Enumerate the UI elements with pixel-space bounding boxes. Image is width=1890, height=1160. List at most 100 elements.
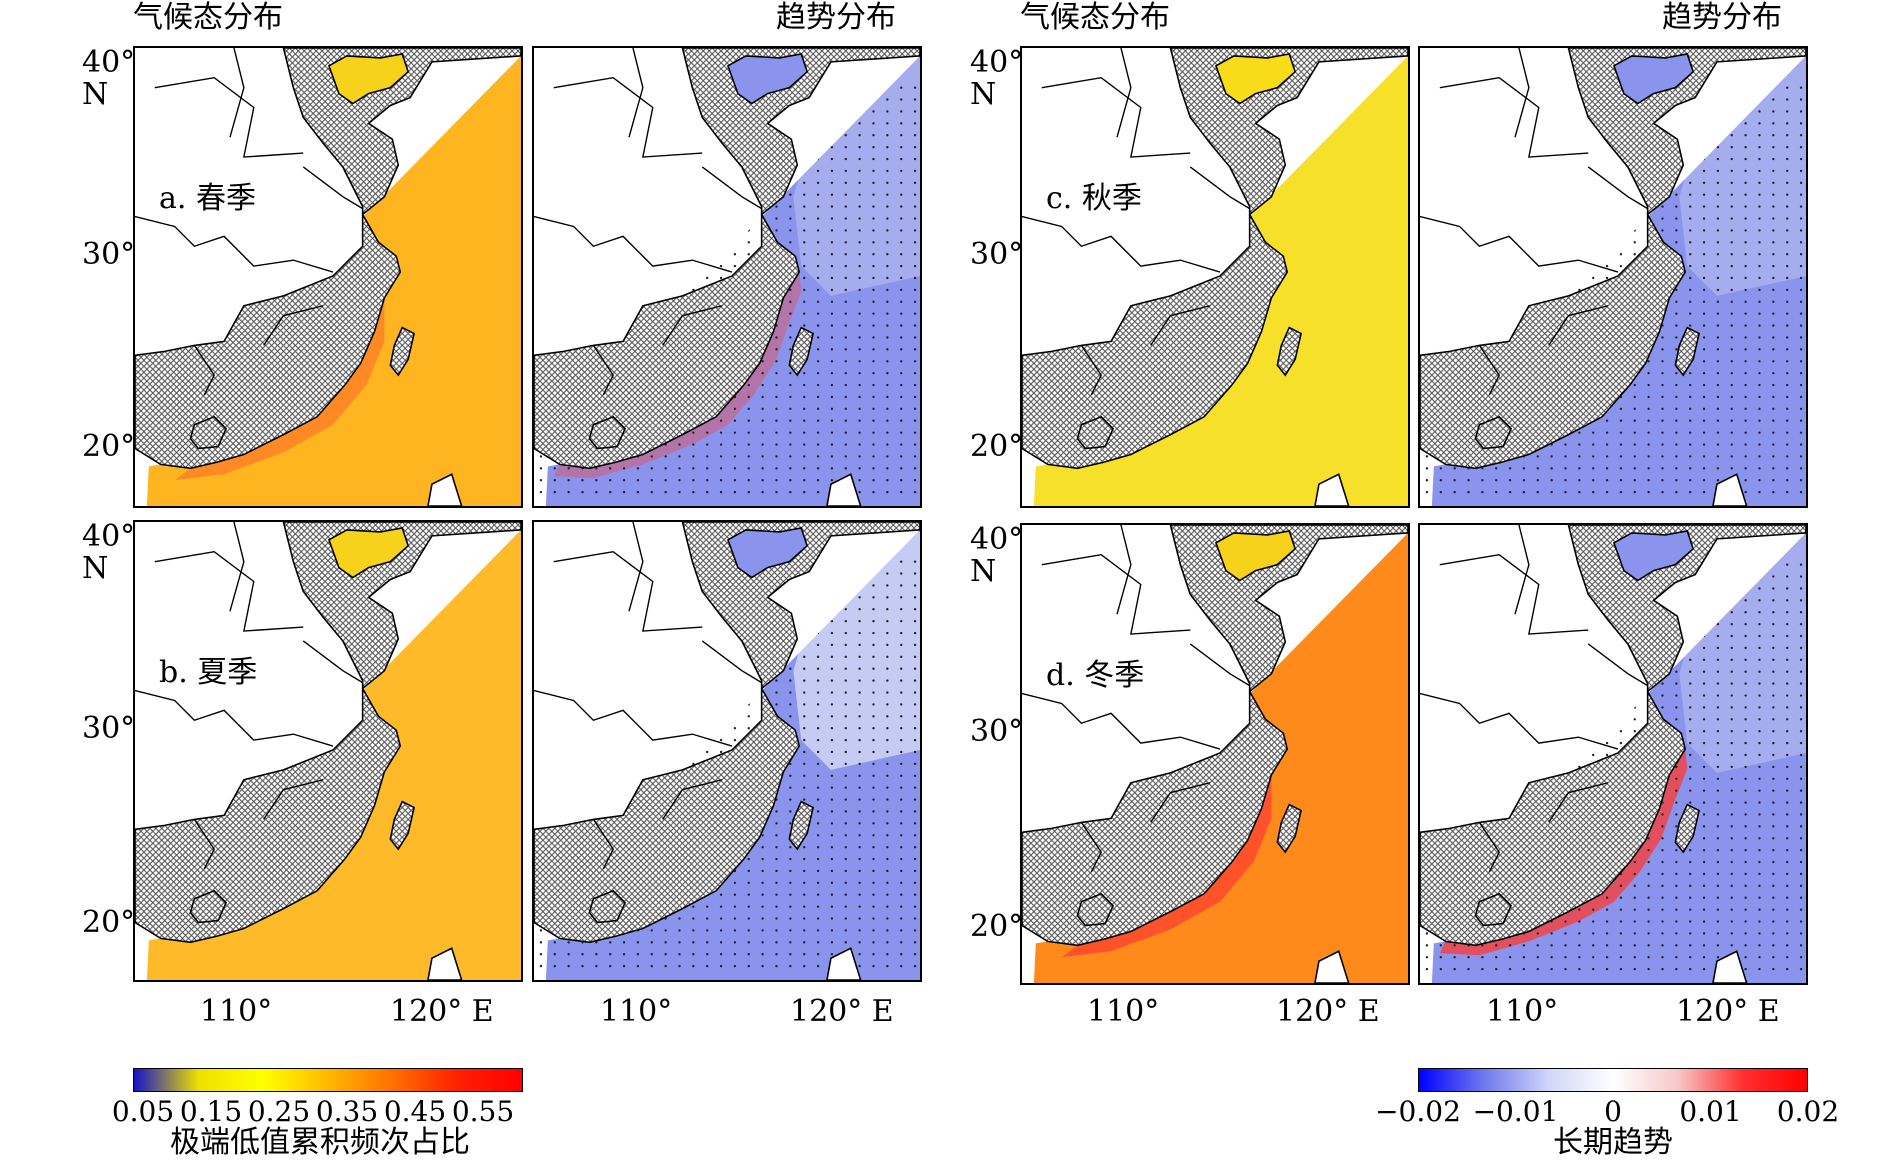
significance-dot (1730, 395, 1733, 399)
significance-dot (1772, 145, 1775, 149)
significance-dot (1702, 181, 1706, 185)
significance-dot (803, 455, 806, 458)
significance-dot (609, 490, 612, 494)
significance-dot (1744, 122, 1747, 125)
significance-dot (913, 727, 917, 730)
significance-dot (872, 455, 875, 458)
significance-dot (1744, 300, 1747, 303)
significance-dot (761, 360, 764, 363)
significance-dot (830, 324, 834, 327)
significance-dot (900, 845, 903, 849)
significance-dot (816, 264, 820, 268)
significance-dot (830, 655, 834, 659)
significance-dot (830, 834, 834, 837)
significance-dot (858, 419, 861, 422)
significance-dot (1689, 884, 1692, 888)
significance-dot (1799, 813, 1803, 816)
significance-dot (1689, 264, 1692, 268)
significance-dot (1702, 825, 1706, 828)
significance-dot (900, 703, 903, 706)
significance-dot (858, 881, 861, 885)
significance-dot (747, 964, 750, 968)
significance-dot (1730, 205, 1733, 208)
significance-dot (900, 667, 903, 670)
significance-dot (830, 941, 834, 944)
significance-dot (1772, 110, 1775, 113)
significance-dot (1786, 479, 1789, 482)
significance-dot (1605, 419, 1609, 422)
significance-dot (1702, 718, 1706, 721)
significance-dot (1702, 956, 1706, 959)
significance-dot (872, 655, 875, 659)
significance-dot (1550, 455, 1553, 458)
significance-dot (775, 917, 778, 920)
significance-dot (1730, 157, 1733, 161)
significance-dot (789, 479, 792, 482)
significance-dot (858, 798, 861, 801)
significance-dot (1786, 383, 1789, 387)
province-boundary (1080, 822, 1102, 873)
significance-dot (844, 276, 847, 280)
significance-dot (1605, 490, 1609, 494)
significance-dot (761, 419, 764, 422)
significance-dot (1689, 860, 1692, 864)
significance-dot (1716, 371, 1720, 375)
significance-dot (844, 455, 847, 458)
significance-dot (1786, 241, 1789, 244)
significance-dot (1661, 706, 1664, 709)
significance-dot (1772, 336, 1775, 339)
significance-dot (872, 229, 875, 232)
significance-dot (886, 881, 889, 885)
significance-dot (900, 857, 903, 861)
significance-dot (913, 383, 917, 387)
significance-dot (553, 479, 556, 482)
significance-dot (900, 869, 903, 873)
significance-dot (858, 608, 861, 611)
significance-dot (1758, 431, 1761, 434)
significance-dot (1758, 217, 1761, 220)
significance-dot (1536, 467, 1539, 470)
significance-dot (844, 941, 847, 944)
luzon-island (1314, 950, 1350, 983)
province-boundary (302, 640, 363, 684)
taiwan-island (788, 800, 815, 851)
significance-dot (1647, 837, 1650, 840)
significance-dot (1758, 646, 1761, 650)
significance-dot (678, 455, 681, 458)
significance-dot (1786, 157, 1789, 161)
significance-dot (1744, 490, 1747, 494)
significance-dot (858, 655, 861, 659)
significance-dot (1661, 490, 1664, 494)
significance-dot (872, 857, 875, 861)
significance-dot (886, 691, 889, 694)
significance-dot (775, 431, 778, 434)
significance-dot (872, 941, 875, 944)
significance-dot (1619, 884, 1623, 888)
significance-dot (803, 941, 806, 944)
significance-dot (1730, 407, 1733, 411)
significance-dot (775, 229, 778, 232)
significance-dot (830, 157, 834, 161)
significance-dot (775, 407, 778, 411)
province-boundary (1080, 345, 1102, 396)
significance-dot (886, 467, 889, 470)
significance-dot (872, 596, 875, 599)
significance-dot (1425, 467, 1429, 470)
significance-dot (1425, 956, 1429, 959)
luzon-island (427, 947, 463, 980)
significance-dot (886, 431, 889, 434)
significance-dot (900, 360, 903, 363)
significance-dot (1716, 348, 1720, 351)
significance-dot (886, 217, 889, 220)
significance-dot (747, 869, 750, 873)
significance-dot (816, 383, 820, 387)
significance-dot (1633, 967, 1636, 971)
significance-dot (1661, 395, 1664, 399)
significance-dot (1772, 587, 1775, 590)
significance-dot (789, 288, 792, 292)
significance-dot (1799, 443, 1803, 446)
significance-dot (1772, 181, 1775, 185)
significance-dot (886, 98, 889, 101)
significance-dot (1744, 431, 1747, 434)
significance-dot (1495, 967, 1498, 971)
